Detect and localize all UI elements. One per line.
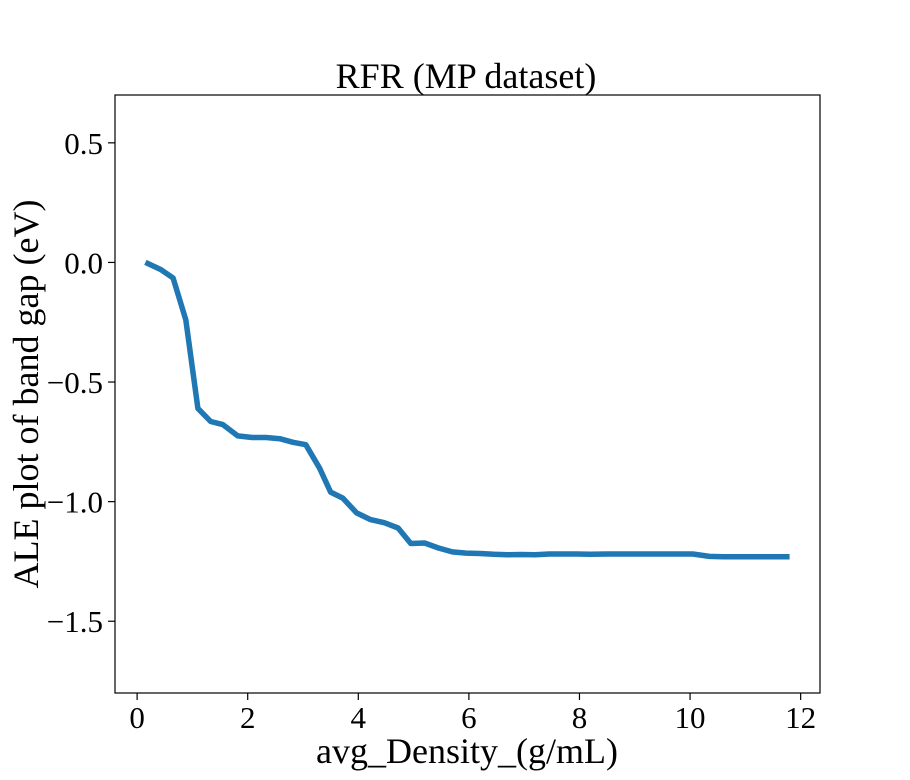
plot-frame bbox=[114, 94, 821, 694]
y-axis-label: ALE plot of band gap (eV) bbox=[6, 200, 46, 589]
series-group bbox=[144, 259, 790, 560]
x-tick-label: 4 bbox=[351, 700, 367, 735]
y-tick-label: −0.5 bbox=[47, 365, 103, 400]
x-tick-label: 6 bbox=[461, 700, 477, 735]
y-tick-label: 0.0 bbox=[64, 245, 103, 280]
series-line bbox=[144, 259, 790, 560]
x-axis-label: avg_Density_(g/mL) bbox=[316, 731, 618, 771]
x-tick-label: 2 bbox=[240, 700, 256, 735]
y-axis-ticks: 0.5 0.0 −0.5 −1.0 −1.5 bbox=[47, 126, 115, 639]
y-tick-label: −1.5 bbox=[47, 604, 103, 639]
x-tick-label: 0 bbox=[129, 700, 145, 735]
y-tick-label: −1.0 bbox=[47, 485, 103, 520]
y-tick-label: 0.5 bbox=[64, 126, 103, 161]
x-tick-label: 10 bbox=[675, 700, 706, 735]
x-tick-label: 8 bbox=[572, 700, 588, 735]
chart-title: RFR (MP dataset) bbox=[336, 56, 597, 96]
x-axis-ticks: 0 2 4 6 8 10 12 bbox=[129, 693, 816, 735]
x-tick-label: 12 bbox=[785, 700, 816, 735]
